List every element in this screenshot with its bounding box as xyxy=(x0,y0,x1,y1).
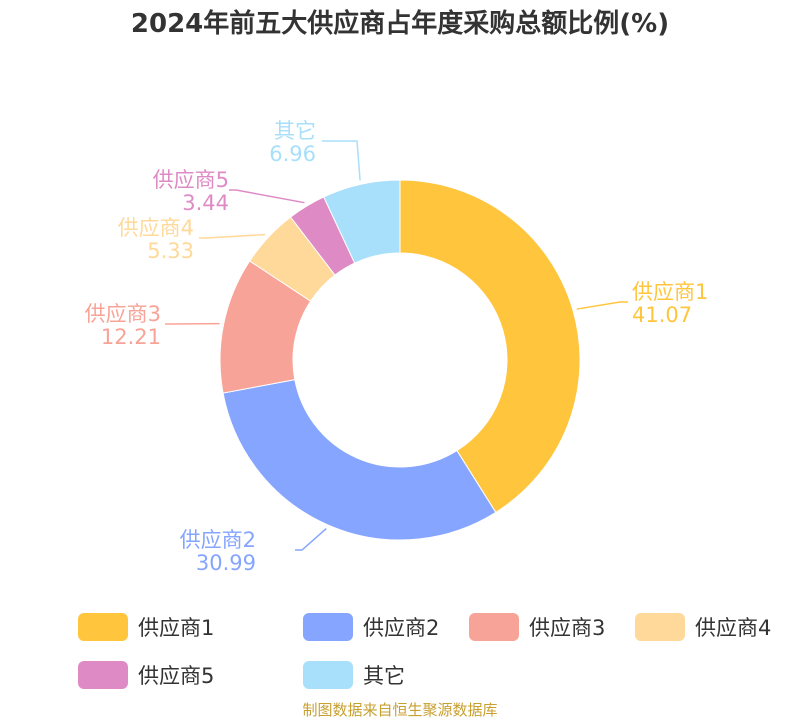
legend-row-2: 供应商5 其它 xyxy=(78,660,469,690)
slice-2[interactable] xyxy=(222,379,497,541)
legend-item-1[interactable]: 供应商1 xyxy=(78,612,303,642)
legend-swatch-5 xyxy=(78,661,128,689)
legend-label-4: 供应商4 xyxy=(695,616,772,640)
leader-line-6 xyxy=(322,140,361,181)
legend-swatch-4 xyxy=(635,613,685,641)
leader-line-2 xyxy=(295,528,327,551)
slice-value-6: 6.96 xyxy=(269,142,316,166)
legend-label-6: 其它 xyxy=(363,664,405,688)
slice-label-5: 供应商5 xyxy=(153,168,229,192)
source-note: 制图数据来自恒生聚源数据库 xyxy=(302,701,498,719)
slice-label-3: 供应商3 xyxy=(85,302,161,326)
slice-1[interactable] xyxy=(399,179,581,514)
leader-line-5 xyxy=(229,189,305,204)
legend-item-2[interactable]: 供应商2 xyxy=(303,612,469,642)
legend-swatch-2 xyxy=(303,613,353,641)
legend-label-5: 供应商5 xyxy=(138,664,215,688)
slice-value-4: 5.33 xyxy=(147,239,194,263)
slice-label-2: 供应商2 xyxy=(180,528,256,552)
leader-line-4 xyxy=(199,233,266,239)
legend-item-3[interactable]: 供应商3 xyxy=(469,612,635,642)
slice-value-2: 30.99 xyxy=(196,551,256,575)
leader-line-1 xyxy=(576,301,628,310)
legend-swatch-1 xyxy=(78,613,128,641)
slice-6[interactable] xyxy=(323,179,401,264)
legend-label-2: 供应商2 xyxy=(363,616,440,640)
legend-item-5[interactable]: 供应商5 xyxy=(78,660,303,690)
slice-value-5: 3.44 xyxy=(182,191,229,215)
legend-label-3: 供应商3 xyxy=(529,616,606,640)
legend-swatch-6 xyxy=(303,661,353,689)
slice-value-1: 41.07 xyxy=(632,303,692,327)
slice-value-3: 12.21 xyxy=(101,325,161,349)
legend-row-1: 供应商1 供应商2 供应商3 供应商4 xyxy=(78,612,795,642)
legend-item-6[interactable]: 其它 xyxy=(303,660,469,690)
slice-label-1: 供应商1 xyxy=(632,280,708,304)
slice-label-6: 其它 xyxy=(274,119,316,143)
slice-label-4: 供应商4 xyxy=(118,216,194,240)
legend-swatch-3 xyxy=(469,613,519,641)
chart-title: 2024年前五大供应商占年度采购总额比例(%) xyxy=(130,9,670,39)
legend-label-1: 供应商1 xyxy=(138,616,215,640)
legend-item-4[interactable]: 供应商4 xyxy=(635,612,795,642)
